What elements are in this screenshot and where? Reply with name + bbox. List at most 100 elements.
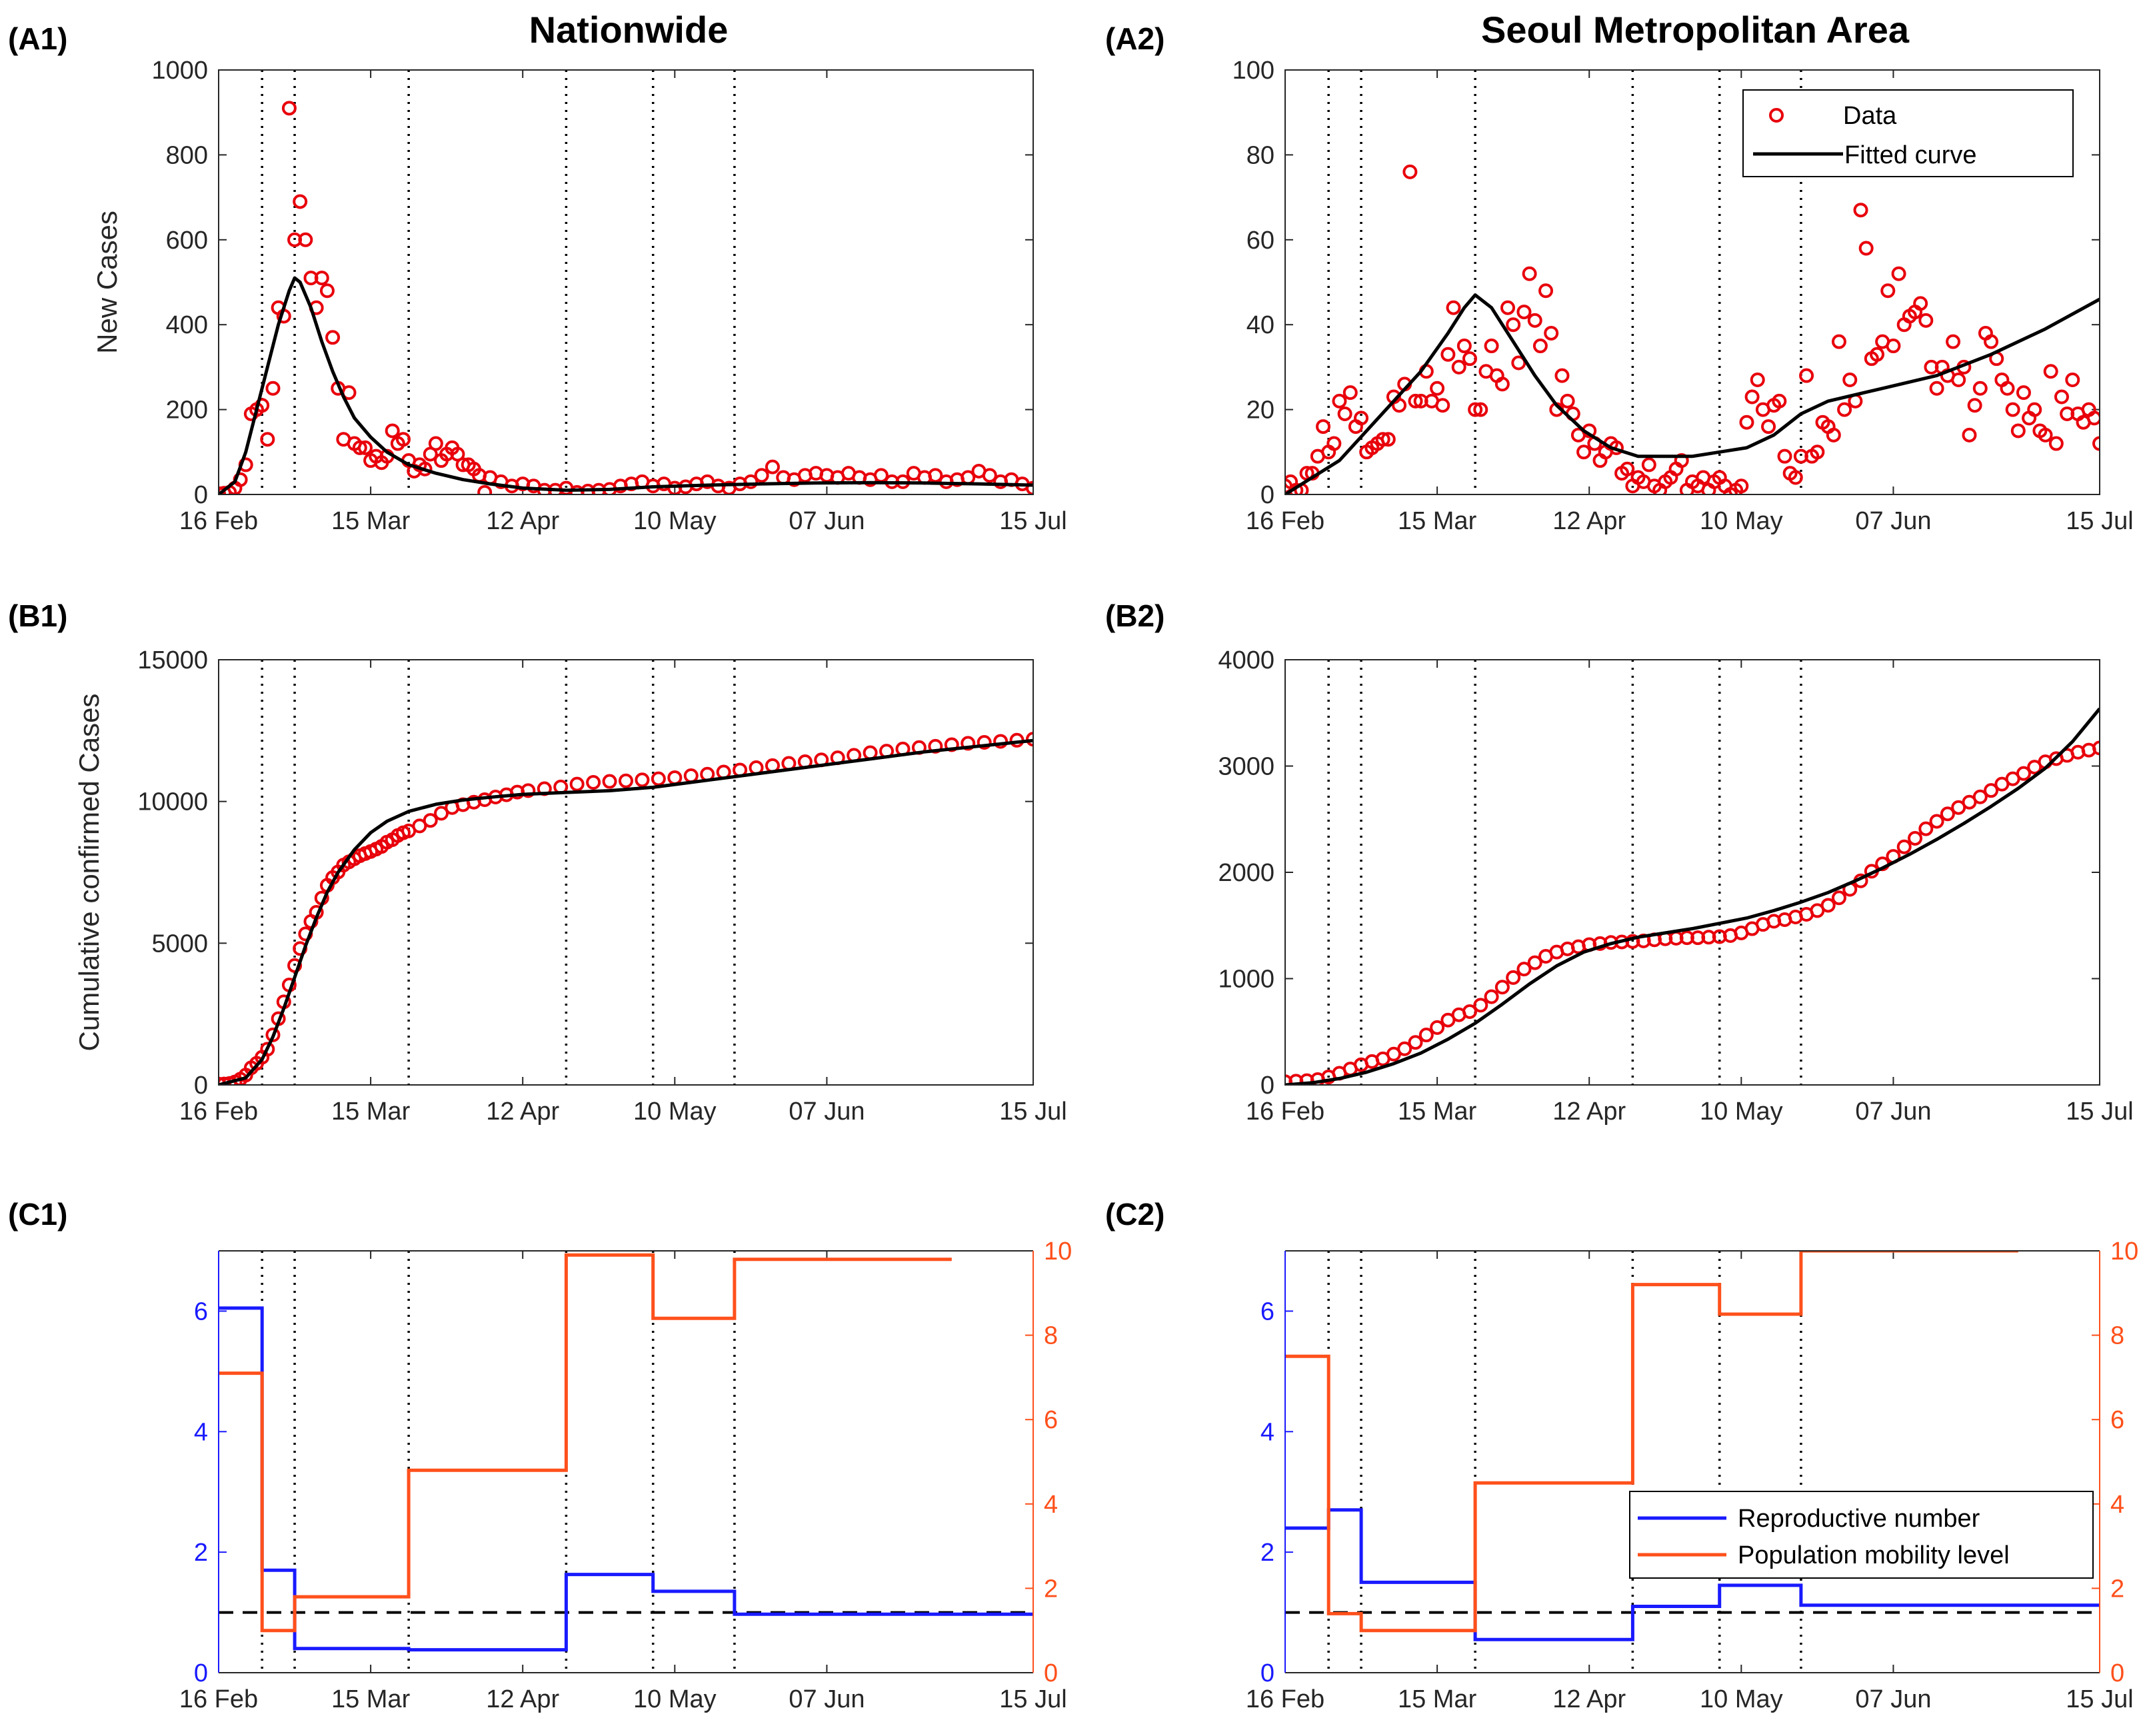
data-point xyxy=(1408,1035,1423,1050)
data-point xyxy=(1869,347,1884,362)
y-tick-label: 6 xyxy=(194,1298,208,1325)
x-tick-label: 16 Feb xyxy=(179,1098,258,1126)
plot-content xyxy=(219,1253,1033,1652)
data-point xyxy=(1576,444,1592,460)
data-point xyxy=(1831,334,1846,349)
data-point xyxy=(1750,373,1765,388)
fitted-curve xyxy=(219,276,1033,494)
data-point xyxy=(1446,300,1461,315)
data-point xyxy=(1484,339,1499,354)
y-tick-label: 1000 xyxy=(1218,966,1274,994)
data-point xyxy=(1473,998,1488,1013)
title-seoul: Seoul Metropolitan Area xyxy=(1481,9,1910,51)
data-point xyxy=(2000,381,2015,396)
x-tick-label: 15 Jul xyxy=(2066,507,2133,535)
data-point xyxy=(1500,300,1516,315)
x-tick-label: 12 Apr xyxy=(1552,1098,1626,1126)
data-point xyxy=(1940,806,1955,822)
chart-b2-seoul-cumulative: 16 Feb 15 Mar 12 Apr 10 May 07 Jun 15 Jul 0 100… xyxy=(1218,646,2133,1126)
legend-marker-data xyxy=(1769,108,1784,123)
legend-label-rep: Reproductive number xyxy=(1738,1505,1980,1533)
data-point xyxy=(1342,385,1358,401)
plot-area xyxy=(219,70,1033,494)
x-tick-label: 12 Apr xyxy=(486,1685,559,1713)
data-point xyxy=(1929,814,1944,829)
data-point xyxy=(319,283,335,299)
y-tick-label: 2 xyxy=(194,1539,208,1567)
y-tick-label: 2 xyxy=(1260,1539,1274,1567)
legend-label-data: Data xyxy=(1843,102,1897,130)
data-point xyxy=(1554,368,1570,383)
data-point xyxy=(1962,427,1977,442)
x-tick-label: 15 Mar xyxy=(331,1685,411,1713)
y2-tick-label: 8 xyxy=(1044,1322,1058,1350)
data-point xyxy=(2016,766,2031,781)
data-point xyxy=(1332,393,1347,409)
data-point xyxy=(2086,411,2100,426)
y-tick-label: 10000 xyxy=(137,788,208,816)
x-tick-label: 10 May xyxy=(1700,507,1783,535)
data-point xyxy=(2043,364,2058,379)
data-point xyxy=(1734,478,1749,494)
y-tick-label: 5000 xyxy=(151,930,208,958)
y-tick-label: 4 xyxy=(1260,1418,1274,1446)
x-tick-label: 16 Feb xyxy=(179,507,258,535)
data-point xyxy=(1468,402,1483,417)
x-tick-label: 15 Mar xyxy=(1398,507,1477,535)
panel-label-c2: (C2) xyxy=(1105,1197,1164,1232)
axes-frame xyxy=(1284,659,2100,1086)
y-tick-label: 40 xyxy=(1246,311,1274,339)
data-point xyxy=(1380,432,1396,447)
data-point xyxy=(2065,373,2080,388)
x-tick-label: 15 Mar xyxy=(331,507,411,535)
y2-tick-label: 10 xyxy=(2110,1238,2138,1266)
data-point xyxy=(1532,339,1548,354)
data-point xyxy=(1402,164,1418,179)
data-point xyxy=(1853,203,1868,218)
plot-content xyxy=(1285,164,2100,494)
data-point xyxy=(2054,389,2069,405)
data-point xyxy=(287,958,303,973)
data-point xyxy=(1026,732,1033,747)
data-point xyxy=(1967,398,1982,413)
data-point xyxy=(325,330,341,345)
data-point xyxy=(385,423,400,438)
data-point xyxy=(1810,444,1825,460)
y2-tick-label: 4 xyxy=(1044,1491,1058,1519)
fitted-curve xyxy=(1285,293,2100,494)
data-point xyxy=(2048,436,2064,451)
data-point xyxy=(1772,393,1787,409)
y2-tick-label: 2 xyxy=(1044,1575,1058,1603)
panel-label-a1: (A1) xyxy=(8,21,67,56)
data-point xyxy=(602,774,617,789)
y-axis-label: Cumulative confirmed Cases xyxy=(73,694,105,1052)
data-point xyxy=(281,101,297,116)
data-point xyxy=(586,774,601,790)
plot-content xyxy=(219,732,1033,1085)
data-point xyxy=(1473,402,1488,417)
axes-frame xyxy=(218,659,1034,1086)
data-point xyxy=(1831,890,1846,906)
data-point xyxy=(1560,393,1575,409)
data-point xyxy=(2016,385,2031,401)
y-tick-label: 3000 xyxy=(1218,753,1274,781)
data-point xyxy=(477,484,493,494)
y-tick-label: 80 xyxy=(1246,141,1274,169)
data-point xyxy=(1984,334,1999,349)
data-point xyxy=(1430,381,1445,396)
x-tick-label: 16 Feb xyxy=(1246,507,1324,535)
plot-content xyxy=(1285,707,2100,1085)
data-point xyxy=(1544,325,1559,341)
data-point xyxy=(1620,461,1635,476)
data-point xyxy=(395,432,411,447)
data-point xyxy=(1761,419,1776,434)
data-point xyxy=(1440,347,1456,362)
data-point xyxy=(1451,359,1466,375)
y-tick-label: 200 xyxy=(166,397,208,425)
axes-frame xyxy=(218,69,1034,495)
x-tick-label: 16 Feb xyxy=(1246,1685,1324,1713)
x-tick-label: 12 Apr xyxy=(486,507,559,535)
data-point xyxy=(1891,266,1906,281)
data-point xyxy=(619,773,633,788)
